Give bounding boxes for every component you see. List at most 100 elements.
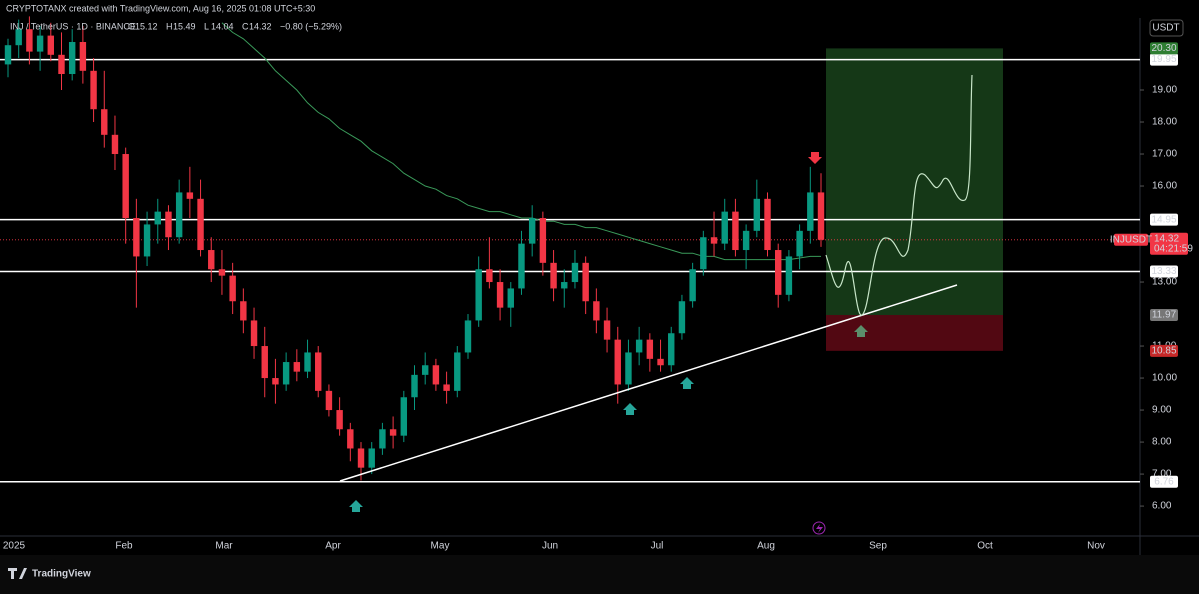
candle-body [732,211,739,251]
candle-body [282,362,290,385]
legend: INJ / TetherUS · 1D · BINANCE O 15.12 H 15.… [10,21,342,31]
stop-label-box [1150,344,1178,357]
countdown: 04:21:59 [1154,243,1193,254]
target-label: 20.30 [1151,43,1176,54]
up-arrow [623,403,637,415]
candle-body [347,429,354,449]
up-arrow [680,377,694,389]
candle-body [4,45,12,65]
stop-zone [826,315,1003,351]
candle-body [293,362,301,372]
candle-body [111,134,119,155]
candle-body [90,70,97,110]
candle-body [15,29,22,46]
y-tick-label: 17.00 [1152,149,1177,160]
ohlc-key: C [242,21,249,31]
candle-body [539,218,547,263]
ohlc-value: 15.49 [173,21,196,31]
x-tick-label: May [431,541,450,552]
x-tick-label: Mar [215,541,233,552]
candle-body [528,218,536,244]
x-tick-label: Oct [977,541,993,552]
credit: CRYPTOTANX created with TradingView.com,… [6,3,315,13]
logo-mark [8,568,27,579]
candle-body [79,42,87,71]
ohlc-value: 14.32 [249,21,272,31]
candle-body [700,237,707,270]
candle-body [229,275,236,302]
candle-body [368,448,375,468]
candle-body [785,256,793,295]
candle-body [250,320,258,347]
candle-body [593,301,600,321]
x-tick-label: Aug [757,541,775,552]
entry-label: 11.97 [1152,310,1177,321]
y-tick-label: 16.00 [1152,181,1177,192]
candle-body [614,339,621,385]
x-tick-label: Sep [869,541,887,552]
level-label: 13.33 [1151,266,1176,277]
candle-body [807,192,814,231]
candle-body [421,365,429,375]
candle-body [379,429,386,449]
ohlc-value: 14.04 [211,21,234,31]
candle-body [133,218,140,257]
candle-body [261,346,268,379]
candle-body [657,358,664,366]
candle-body [721,211,728,244]
up-arrow [854,325,868,337]
stop-label: 10.85 [1151,345,1176,356]
y-tick-label: 13.00 [1152,277,1177,288]
ohlc-value: 15.12 [135,21,158,31]
target-label-box [1150,42,1178,55]
candle-body [582,262,589,302]
candle-body [175,192,183,238]
candle-body [668,333,675,366]
x-tick-label: Feb [115,541,133,552]
y-tick-label: 9.00 [1152,405,1172,416]
candle-body [122,154,129,219]
projection [825,74,973,316]
y-tick-label: 10.00 [1152,373,1177,384]
y-tick-label: 19.00 [1152,85,1177,96]
candle-body [753,198,761,231]
candle-body [518,243,525,289]
symbol-box [1114,233,1148,246]
moving-average [221,22,821,261]
candle-body [240,301,247,321]
candle-body [272,378,279,385]
candle-body [646,339,654,359]
candle-body [400,397,408,436]
level-label-box [1150,265,1178,278]
candle-body [218,269,226,276]
candle-body [507,288,514,308]
candle-body [47,35,54,55]
candle-body [486,269,493,283]
level-label-box [1150,475,1178,488]
candle-body [443,384,450,391]
y-tick-label: 7.00 [1152,469,1172,480]
footer-bar [0,555,1199,594]
x-tick-label: 2025 [3,541,26,552]
candle-body [550,262,557,289]
candle-body [165,211,172,238]
candle-body [315,352,322,391]
change: −0.80 (−5.29%) [280,21,342,31]
plot [0,16,1140,512]
candle-body [186,192,194,199]
candle-body [603,320,611,340]
symbol-line: INJ / TetherUS · 1D · BINANCE [10,21,136,31]
candle-body [571,262,579,283]
event-icon[interactable] [812,521,826,535]
candle-body [26,29,33,52]
candle-body [454,352,461,391]
candle-body [36,35,44,52]
down-arrow [808,152,822,164]
ohlc-key: O [128,21,135,31]
currency-box[interactable] [1149,19,1184,37]
ohlc-key: H [166,21,173,31]
currency: USDT [1152,23,1179,34]
x-tick-label: Apr [325,541,341,552]
symbol-label: INJUSDT [1110,234,1152,245]
candle-body [389,429,397,436]
